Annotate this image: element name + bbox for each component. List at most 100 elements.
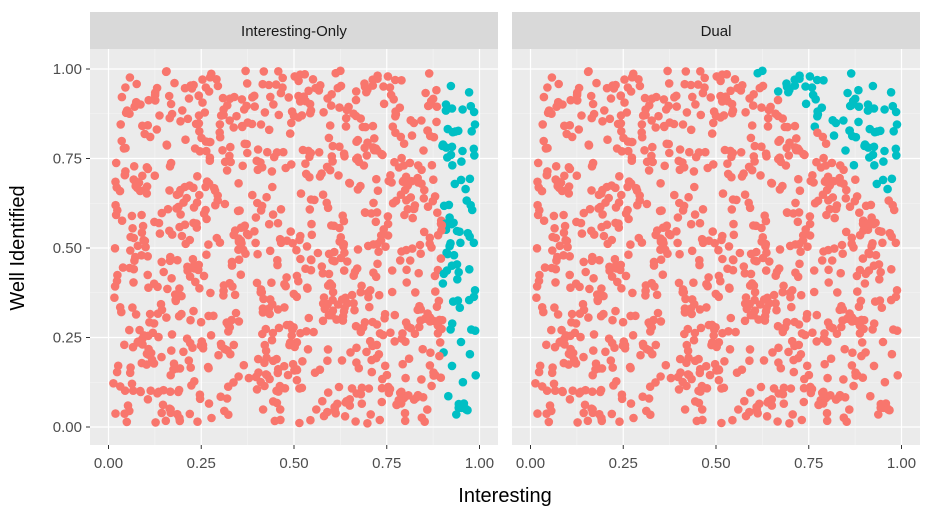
point-selected: [880, 146, 889, 156]
point-other: [353, 245, 363, 254]
point-other: [276, 238, 286, 248]
point-other: [876, 399, 886, 409]
point-selected: [829, 131, 839, 140]
point-other: [774, 343, 783, 353]
point-other: [637, 120, 647, 129]
point-other: [793, 272, 803, 282]
point-other: [642, 406, 651, 416]
point-other: [809, 287, 819, 297]
point-other: [290, 342, 300, 352]
point-other: [809, 266, 819, 275]
point-selected: [470, 151, 479, 160]
point-selected: [869, 142, 879, 152]
point-other: [144, 344, 153, 354]
point-other: [391, 128, 400, 137]
point-other: [790, 317, 799, 327]
point-other: [407, 176, 416, 186]
x-tick-label-left-0: 0.00: [94, 455, 123, 472]
point-other: [704, 273, 713, 282]
point-other: [565, 395, 575, 404]
point-other: [128, 386, 138, 396]
y-tick-label-0: 0.00: [53, 419, 82, 436]
point-other: [415, 322, 424, 332]
point-other: [366, 410, 376, 419]
point-other: [822, 408, 832, 418]
point-other: [163, 204, 173, 214]
point-other: [690, 328, 700, 338]
point-selected: [860, 141, 869, 151]
point-other: [616, 91, 625, 101]
point-other: [383, 212, 393, 221]
point-other: [264, 80, 274, 90]
point-other: [638, 392, 647, 402]
point-other: [328, 287, 338, 297]
point-other: [656, 245, 665, 254]
point-other: [167, 330, 177, 339]
point-selected: [441, 106, 451, 115]
point-other: [186, 363, 195, 372]
point-other: [121, 83, 130, 92]
point-other: [436, 254, 446, 263]
point-other: [832, 329, 842, 339]
point-other: [325, 121, 335, 130]
point-other: [826, 354, 836, 364]
point-other: [614, 198, 624, 207]
point-other: [712, 366, 721, 375]
point-other: [123, 401, 133, 410]
point-other: [799, 383, 809, 393]
y-tick-2: 0.50: [53, 240, 90, 257]
point-other: [726, 313, 736, 323]
point-other: [853, 287, 862, 296]
point-other: [773, 321, 783, 331]
point-other: [656, 237, 666, 247]
point-other: [218, 146, 227, 155]
point-other: [204, 240, 213, 249]
point-other: [337, 295, 347, 304]
point-selected: [863, 106, 873, 115]
point-other: [665, 118, 674, 127]
point-other: [797, 415, 807, 425]
point-other: [234, 317, 244, 326]
point-other: [588, 387, 597, 397]
point-other: [423, 309, 432, 318]
point-other: [176, 117, 185, 126]
point-other: [120, 340, 129, 350]
point-other: [117, 216, 127, 225]
point-other: [131, 181, 140, 191]
point-other: [691, 100, 700, 109]
point-other: [789, 367, 799, 377]
point-other: [371, 272, 381, 282]
point-other: [547, 325, 556, 335]
point-other: [397, 334, 407, 343]
point-selected: [438, 141, 447, 151]
point-other: [531, 379, 540, 388]
point-other: [616, 260, 626, 270]
point-other: [226, 142, 235, 152]
point-other: [405, 256, 415, 265]
point-other: [805, 231, 815, 240]
point-other: [838, 305, 848, 314]
point-other: [276, 205, 286, 214]
point-selected: [456, 238, 465, 248]
point-other: [419, 146, 428, 155]
point-other: [674, 385, 684, 394]
point-other: [125, 109, 134, 118]
point-other: [174, 387, 183, 397]
point-other: [564, 360, 573, 369]
point-other: [343, 257, 352, 266]
point-other: [204, 363, 213, 373]
point-other: [769, 290, 779, 300]
point-other: [113, 361, 123, 371]
point-other: [589, 274, 598, 283]
point-other: [849, 381, 858, 391]
point-other: [584, 67, 593, 76]
point-other: [874, 410, 883, 419]
point-other: [371, 217, 381, 227]
point-other: [709, 118, 718, 128]
point-other: [162, 67, 171, 76]
point-other: [120, 170, 130, 180]
point-selected: [843, 88, 852, 98]
point-other: [322, 198, 332, 208]
point-other: [273, 305, 283, 314]
point-other: [547, 73, 557, 82]
